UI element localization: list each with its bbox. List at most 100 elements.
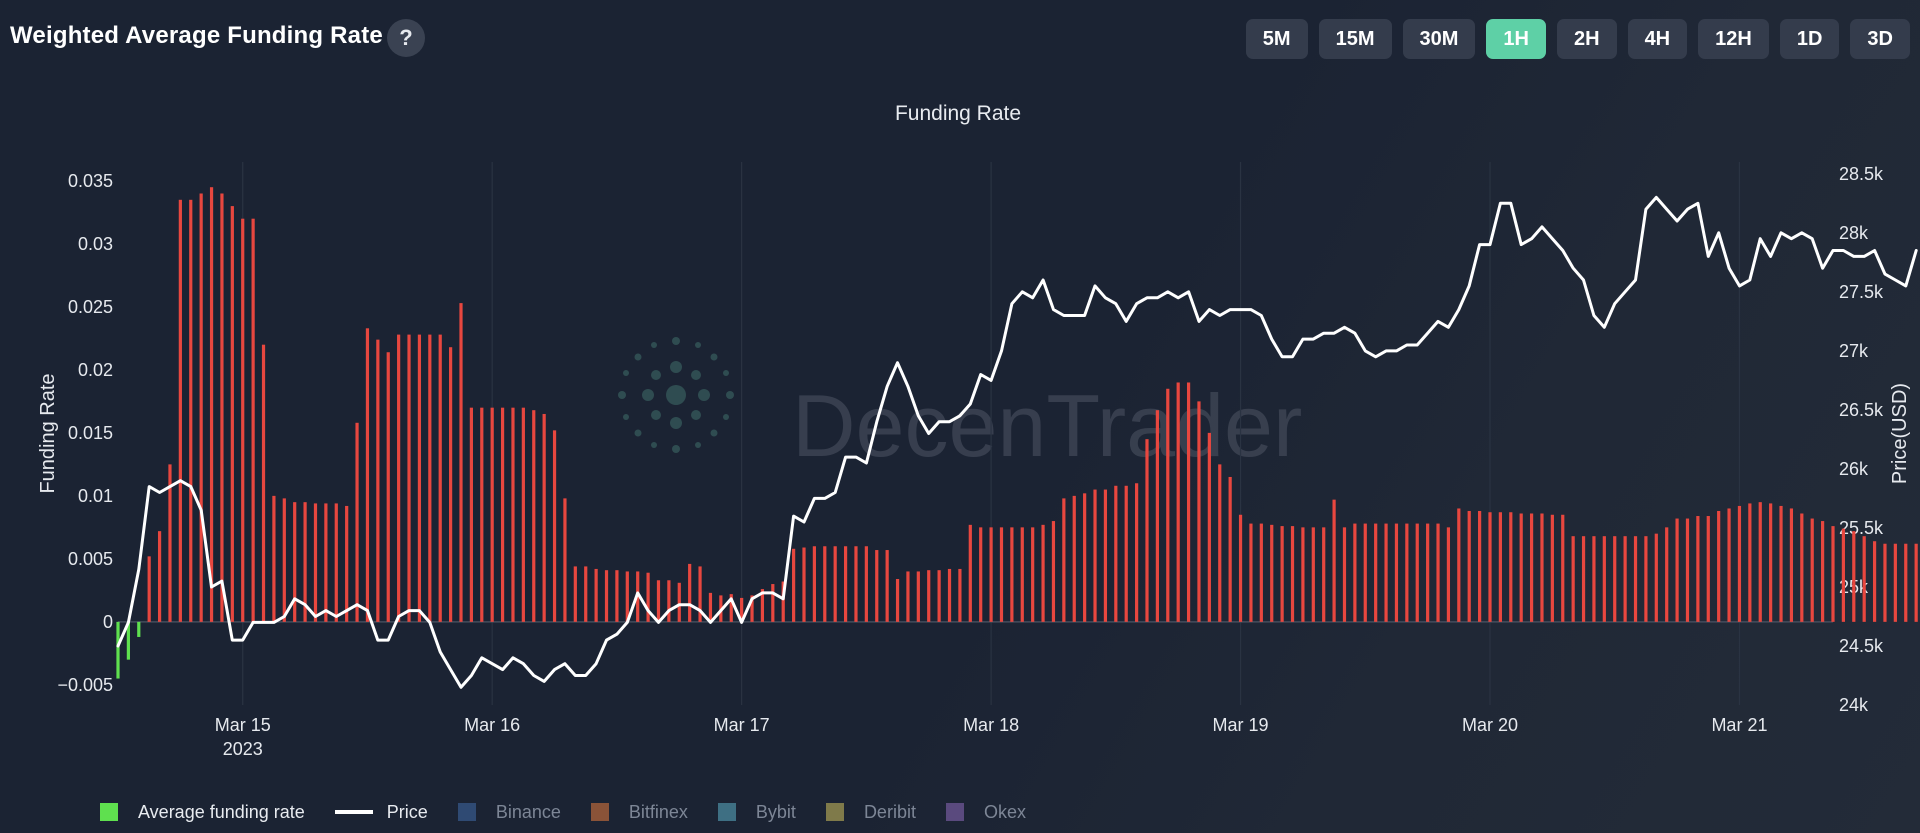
funding-bar bbox=[1083, 493, 1087, 622]
timeframe-button-1h[interactable]: 1H bbox=[1486, 19, 1546, 59]
funding-bar bbox=[1644, 536, 1648, 622]
funding-bar bbox=[1696, 516, 1700, 622]
funding-bar bbox=[220, 193, 224, 622]
funding-bar bbox=[843, 546, 848, 622]
funding-bar bbox=[1706, 516, 1710, 622]
funding-bar bbox=[656, 580, 661, 622]
timeframe-button-1d[interactable]: 1D bbox=[1779, 19, 1840, 59]
funding-bar bbox=[1748, 503, 1752, 622]
funding-bar bbox=[1145, 439, 1149, 622]
funding-bar bbox=[376, 339, 380, 622]
legend-item-bybit[interactable]: Bybit bbox=[717, 801, 796, 823]
funding-bar bbox=[823, 546, 827, 622]
legend-label: Average funding rate bbox=[138, 801, 305, 822]
funding-bar bbox=[355, 422, 359, 622]
funding-bar bbox=[1800, 513, 1804, 622]
y2-tick-label: 24.5k bbox=[1839, 636, 1884, 656]
x-tick-label: Mar 20 bbox=[1462, 715, 1518, 735]
timeframe-button-15m[interactable]: 15M bbox=[1318, 19, 1392, 59]
help-button[interactable]: ? bbox=[387, 19, 425, 57]
funding-bar bbox=[1249, 523, 1253, 622]
legend-item-bitfinex[interactable]: Bitfinex bbox=[590, 802, 688, 823]
x-tick-label: Mar 19 bbox=[1213, 715, 1269, 735]
funding-bar bbox=[1592, 536, 1596, 622]
funding-bar bbox=[438, 334, 442, 622]
funding-bar bbox=[771, 584, 775, 622]
legend-item-average-funding-rate[interactable]: Average funding rate bbox=[100, 802, 305, 823]
y-tick-label: 0.01 bbox=[78, 486, 113, 506]
funding-bar bbox=[646, 572, 650, 622]
funding-bar bbox=[1613, 536, 1617, 622]
funding-bar bbox=[469, 407, 473, 622]
x-tick-label: Mar 15 bbox=[215, 715, 271, 735]
funding-bar bbox=[667, 580, 671, 622]
x-tick-label: Mar 16 bbox=[464, 715, 520, 735]
funding-bar bbox=[937, 570, 941, 622]
legend-label: Price bbox=[386, 801, 428, 822]
timeframe-button-30m[interactable]: 30M bbox=[1402, 19, 1476, 59]
y2-tick-label: 26.5k bbox=[1839, 400, 1884, 420]
legend-item-okex[interactable]: Okex bbox=[945, 801, 1026, 823]
funding-bar bbox=[698, 566, 702, 622]
funding-bar bbox=[573, 566, 577, 622]
legend-item-price[interactable]: Price bbox=[334, 801, 428, 823]
y2-axis-title: Price(USD) bbox=[1889, 383, 1911, 484]
funding-bar bbox=[178, 199, 182, 622]
funding-bar bbox=[1769, 503, 1773, 622]
funding-bar bbox=[1342, 527, 1347, 622]
funding-bar bbox=[760, 589, 765, 622]
funding-bar bbox=[490, 407, 494, 622]
funding-bar bbox=[1446, 527, 1451, 622]
funding-bar bbox=[916, 571, 920, 622]
y-tick-label: −0.005 bbox=[57, 675, 113, 695]
timeframe-button-2h[interactable]: 2H bbox=[1556, 19, 1617, 59]
funding-bar bbox=[1062, 498, 1066, 622]
funding-bar bbox=[1363, 523, 1367, 622]
funding-bar bbox=[199, 193, 203, 622]
funding-bar bbox=[511, 407, 515, 622]
funding-bar bbox=[812, 546, 816, 622]
y-tick-label: 0.035 bbox=[68, 171, 113, 191]
y2-tick-label: 25.5k bbox=[1839, 518, 1884, 538]
funding-bar bbox=[1478, 510, 1482, 622]
funding-bar bbox=[1415, 523, 1419, 622]
timeframe-button-5m[interactable]: 5M bbox=[1245, 19, 1308, 59]
funding-bar bbox=[1405, 523, 1409, 622]
funding-bar bbox=[989, 527, 993, 622]
funding-bar bbox=[604, 570, 609, 622]
funding-bar bbox=[1103, 489, 1108, 622]
page-title: Weighted Average Funding Rate bbox=[10, 22, 383, 49]
legend-label: Bybit bbox=[755, 801, 796, 822]
timeframe-button-4h[interactable]: 4H bbox=[1627, 19, 1688, 59]
funding-bar bbox=[365, 328, 370, 622]
legend-label: Okex bbox=[983, 801, 1026, 822]
funding-bar bbox=[1581, 536, 1586, 622]
funding-bar bbox=[189, 199, 193, 622]
funding-bar bbox=[209, 187, 214, 622]
timeframe-button-3d[interactable]: 3D bbox=[1850, 19, 1910, 59]
funding-bar bbox=[854, 546, 858, 622]
funding-bar bbox=[1488, 512, 1492, 622]
funding-bar bbox=[1051, 521, 1056, 622]
funding-bar bbox=[1010, 527, 1014, 622]
legend-item-binance[interactable]: Binance bbox=[457, 802, 561, 823]
funding-bar bbox=[1633, 536, 1638, 622]
funding-bar bbox=[386, 352, 390, 622]
y-tick-label: 0.03 bbox=[78, 234, 113, 254]
funding-bar bbox=[1498, 512, 1502, 622]
funding-bar bbox=[542, 413, 546, 622]
funding-bar bbox=[1457, 508, 1461, 622]
funding-bar bbox=[428, 334, 432, 622]
funding-bar bbox=[1186, 382, 1191, 622]
funding-bar bbox=[1176, 382, 1180, 622]
y-tick-label: 0.025 bbox=[68, 297, 113, 317]
legend-color-swatch bbox=[590, 803, 609, 821]
funding-bar bbox=[1259, 523, 1263, 622]
funding-bar bbox=[1072, 495, 1076, 622]
funding-bar bbox=[1665, 527, 1669, 622]
legend-item-deribit[interactable]: Deribit bbox=[825, 802, 916, 823]
y-tick-label: 0.02 bbox=[78, 360, 113, 380]
y2-tick-label: 28.5k bbox=[1839, 164, 1884, 184]
timeframe-button-12h[interactable]: 12H bbox=[1698, 19, 1769, 59]
